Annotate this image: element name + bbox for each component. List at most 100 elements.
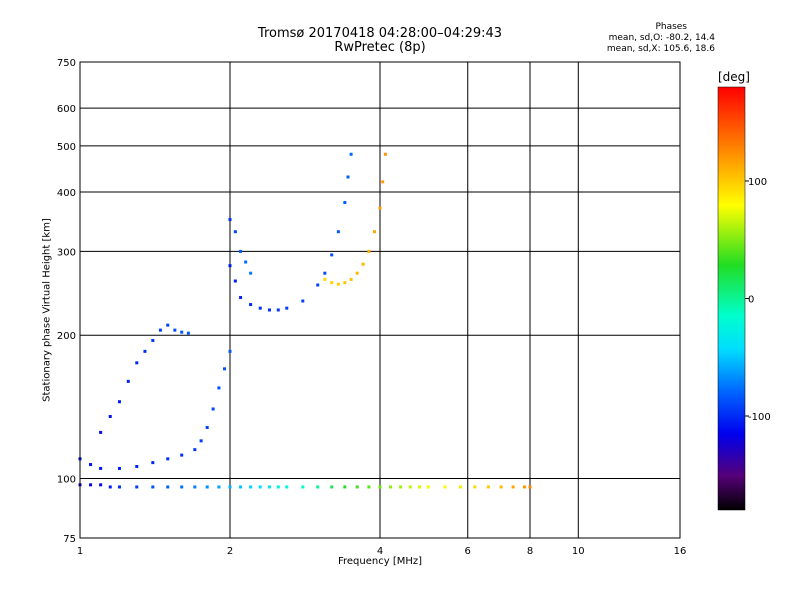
data-point (426, 485, 430, 489)
data-point (239, 296, 243, 300)
data-point (336, 230, 340, 234)
data-point (367, 485, 371, 489)
data-point (186, 331, 190, 335)
colorbar (717, 86, 746, 511)
data-point (205, 425, 209, 429)
y-tick-label: 200 (57, 331, 76, 342)
phase-stats-o: mean, sd,O: -80.2, 14.4 (608, 33, 715, 43)
data-point (285, 485, 289, 489)
colorbar-unit: [deg] (718, 70, 750, 84)
y-tick-label: 400 (57, 188, 76, 199)
data-point (343, 281, 347, 285)
data-point (367, 249, 371, 253)
data-point (323, 277, 327, 281)
data-point (381, 180, 385, 184)
data-point (355, 271, 359, 275)
x-tick-label: 10 (572, 546, 585, 557)
data-point (89, 483, 93, 487)
data-point (499, 485, 503, 489)
x-tick-label: 2 (227, 546, 233, 557)
y-tick-label: 500 (57, 142, 76, 153)
data-point (323, 271, 327, 275)
data-point (343, 201, 347, 205)
data-point (233, 279, 237, 283)
data-point (158, 328, 162, 332)
phase-stats-x: mean, sd,X: 105.6, 18.6 (606, 44, 715, 54)
data-point (199, 439, 203, 443)
colorbar-tick-label: -100 (748, 412, 771, 423)
data-point (316, 485, 320, 489)
data-point (486, 485, 490, 489)
data-point (180, 485, 184, 489)
data-point (373, 230, 377, 234)
data-point (180, 453, 184, 457)
data-point (143, 349, 147, 353)
data-point (135, 464, 139, 468)
data-point (285, 306, 289, 310)
data-point (217, 485, 221, 489)
data-point (166, 485, 170, 489)
x-axis-label: Frequency [MHz] (337, 556, 423, 567)
data-point (239, 249, 243, 253)
data-point (249, 485, 253, 489)
data-point (458, 485, 462, 489)
data-point (126, 379, 130, 383)
data-point (193, 448, 197, 452)
data-point (135, 361, 139, 365)
data-point (473, 485, 477, 489)
data-point (99, 430, 103, 434)
y-tick-label: 750 (57, 58, 76, 69)
data-point (228, 218, 232, 222)
data-point (223, 367, 227, 371)
data-point (99, 483, 103, 487)
data-point (166, 323, 170, 327)
data-point (349, 277, 353, 281)
data-point (355, 485, 359, 489)
y-tick-label: 600 (57, 104, 76, 115)
x-tick-label: 8 (527, 546, 533, 557)
y-ticks: 75 100 200 300 400 500 600 750 (57, 58, 76, 545)
data-point (267, 308, 271, 312)
chart-subtitle: RwPretec (8p) (334, 40, 426, 55)
y-tick-label: 100 (57, 475, 76, 486)
data-point (228, 485, 232, 489)
y-tick-label: 75 (63, 534, 76, 545)
data-point (249, 303, 253, 307)
x-tick-label: 1 (77, 546, 83, 557)
data-point (233, 230, 237, 234)
chart-title-main: Tromsø 20170418 04:28:00–04:29:43 (257, 26, 503, 41)
colorbar-tick-label: 0 (748, 295, 754, 306)
data-point (523, 485, 527, 489)
data-point (258, 306, 262, 310)
data-point (378, 206, 382, 210)
data-point (151, 485, 155, 489)
data-point (228, 349, 232, 353)
data-point (408, 485, 412, 489)
data-point (417, 485, 421, 489)
data-point (330, 253, 334, 257)
data-point (193, 485, 197, 489)
data-point (511, 485, 515, 489)
data-point (330, 485, 334, 489)
data-point (301, 485, 305, 489)
data-point (228, 264, 232, 268)
data-point (180, 330, 184, 334)
data-point (151, 461, 155, 465)
data-point (258, 485, 262, 489)
data-point (301, 299, 305, 303)
x-tick-label: 6 (465, 546, 471, 557)
phase-stats-header: Phases (655, 22, 687, 32)
data-point (166, 457, 170, 461)
x-ticks: 1 2 4 6 8 10 16 (77, 546, 687, 557)
data-point (346, 175, 350, 179)
data-point (378, 485, 382, 489)
data-point (276, 485, 280, 489)
scatter-points (78, 152, 532, 489)
data-point (361, 262, 365, 266)
data-point (151, 338, 155, 342)
data-point (443, 485, 447, 489)
data-point (267, 485, 271, 489)
data-point (389, 485, 393, 489)
chart-title: Tromsø 20170418 04:28:00–04:29:43 RwPret… (230, 27, 530, 55)
